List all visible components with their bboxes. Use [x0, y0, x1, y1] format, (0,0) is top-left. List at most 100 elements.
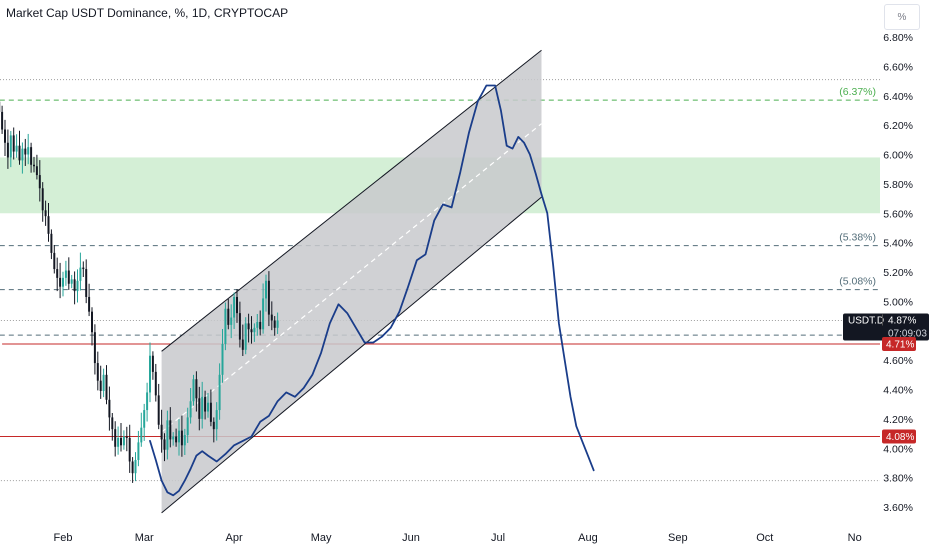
y-tick-label: 3.60% — [883, 502, 913, 514]
candle-body — [201, 396, 204, 419]
candle-body — [233, 296, 236, 318]
candle-body — [244, 323, 247, 350]
candle-body — [64, 270, 67, 278]
tag-divider — [882, 314, 883, 326]
x-tick-label: Sep — [668, 532, 688, 544]
candle-body — [30, 147, 33, 165]
y-tick-label: 6.00% — [883, 150, 913, 162]
x-tick-label: Aug — [578, 532, 598, 544]
level-label-2: (5.38%) — [839, 232, 876, 244]
candle-body — [149, 355, 151, 393]
candle-body — [33, 164, 35, 167]
y-tick-label: 4.40% — [883, 385, 913, 397]
candle-body — [44, 210, 47, 217]
candle-body — [70, 279, 73, 284]
candle-body — [9, 135, 12, 158]
candle-body — [212, 421, 215, 430]
candle-body — [12, 135, 15, 152]
y-tick-label: 5.80% — [883, 179, 913, 191]
candle-body — [82, 267, 85, 270]
candle-body — [160, 424, 163, 440]
candle-body — [227, 308, 230, 325]
candle-body — [192, 379, 195, 402]
x-tick-label: May — [311, 532, 332, 544]
candle-body — [166, 420, 169, 450]
candle-body — [180, 430, 183, 446]
y-tick-label: 6.60% — [883, 61, 913, 73]
candle-body — [265, 280, 267, 299]
candle-body — [250, 329, 253, 333]
candle-body — [204, 396, 207, 412]
candle-body — [15, 145, 18, 152]
channel-lower-line — [161, 196, 542, 514]
candle-body — [189, 401, 192, 418]
candle-body — [117, 437, 120, 447]
candle-body — [91, 311, 93, 333]
candle-body — [262, 298, 265, 330]
candle-body — [1, 111, 4, 130]
y-tick-label: 4.00% — [883, 443, 913, 455]
candle-body — [128, 437, 131, 462]
ascending-channel — [161, 49, 542, 514]
candle-body — [21, 148, 24, 161]
x-tick-label: Feb — [54, 532, 73, 544]
y-tick-label: 5.60% — [883, 208, 913, 220]
candle-body — [120, 437, 122, 446]
candle-body — [175, 436, 178, 443]
candle-body — [111, 417, 114, 430]
x-tick-label: Oct — [756, 532, 773, 544]
candle-body — [99, 380, 102, 391]
candle-body — [59, 277, 62, 287]
percent-scale-button[interactable]: % — [884, 4, 920, 30]
candle-body — [88, 296, 91, 312]
horizontal-levels: (6.37%) (5.38%) (5.08%) — [0, 79, 880, 482]
candle-body — [67, 270, 70, 284]
candle-body — [247, 323, 250, 330]
candle-body — [79, 267, 82, 281]
candlestick-series — [0, 101, 279, 483]
x-tick-label: Jul — [491, 532, 505, 544]
projection-line — [149, 84, 595, 497]
candle-body — [146, 392, 149, 411]
candle-body — [198, 398, 201, 419]
candle-body — [172, 436, 175, 440]
candle-body — [140, 427, 143, 443]
candle-body — [62, 277, 64, 287]
channel-fill — [161, 50, 542, 513]
y-tick-label: 4.60% — [883, 355, 913, 367]
last-price-value: 4.87% — [888, 315, 916, 326]
candle-body — [253, 327, 256, 333]
bar-countdown: 07:09:03 — [888, 328, 927, 339]
candle-body — [241, 339, 244, 350]
candle-body — [18, 145, 21, 161]
candle-body — [131, 461, 134, 474]
candle-body — [93, 332, 96, 364]
level-price-tag — [882, 429, 916, 444]
candle-body — [195, 379, 198, 399]
last-price-tag — [843, 313, 929, 341]
candle-body — [122, 436, 125, 446]
x-tick-label: No — [848, 532, 862, 544]
x-tick-label: Apr — [226, 532, 243, 544]
candle-body — [143, 410, 146, 428]
candle-body — [236, 296, 238, 314]
candle-body — [224, 308, 227, 344]
price-tags: USDT.D 4.87% 07:09:034.71% 4.08% — [843, 313, 929, 444]
symbol-label: USDT.D — [848, 315, 884, 326]
candle-body — [50, 233, 53, 253]
y-tick-label: 6.20% — [883, 120, 913, 132]
candle-body — [215, 410, 218, 430]
candle-body — [53, 252, 56, 270]
candle-body — [183, 435, 186, 446]
candle-body — [38, 175, 41, 189]
x-tick-label: Mar — [135, 532, 154, 544]
candle-body — [76, 280, 79, 292]
level-price-value: 4.08% — [886, 432, 914, 443]
candle-body — [157, 395, 160, 425]
candle-body — [35, 166, 38, 176]
candle-body — [163, 439, 166, 450]
candle-body — [96, 363, 99, 381]
price-axis: 3.60%3.80%4.00%4.20%4.40%4.60%4.80%5.00%… — [883, 32, 913, 514]
candle-body — [134, 460, 137, 474]
